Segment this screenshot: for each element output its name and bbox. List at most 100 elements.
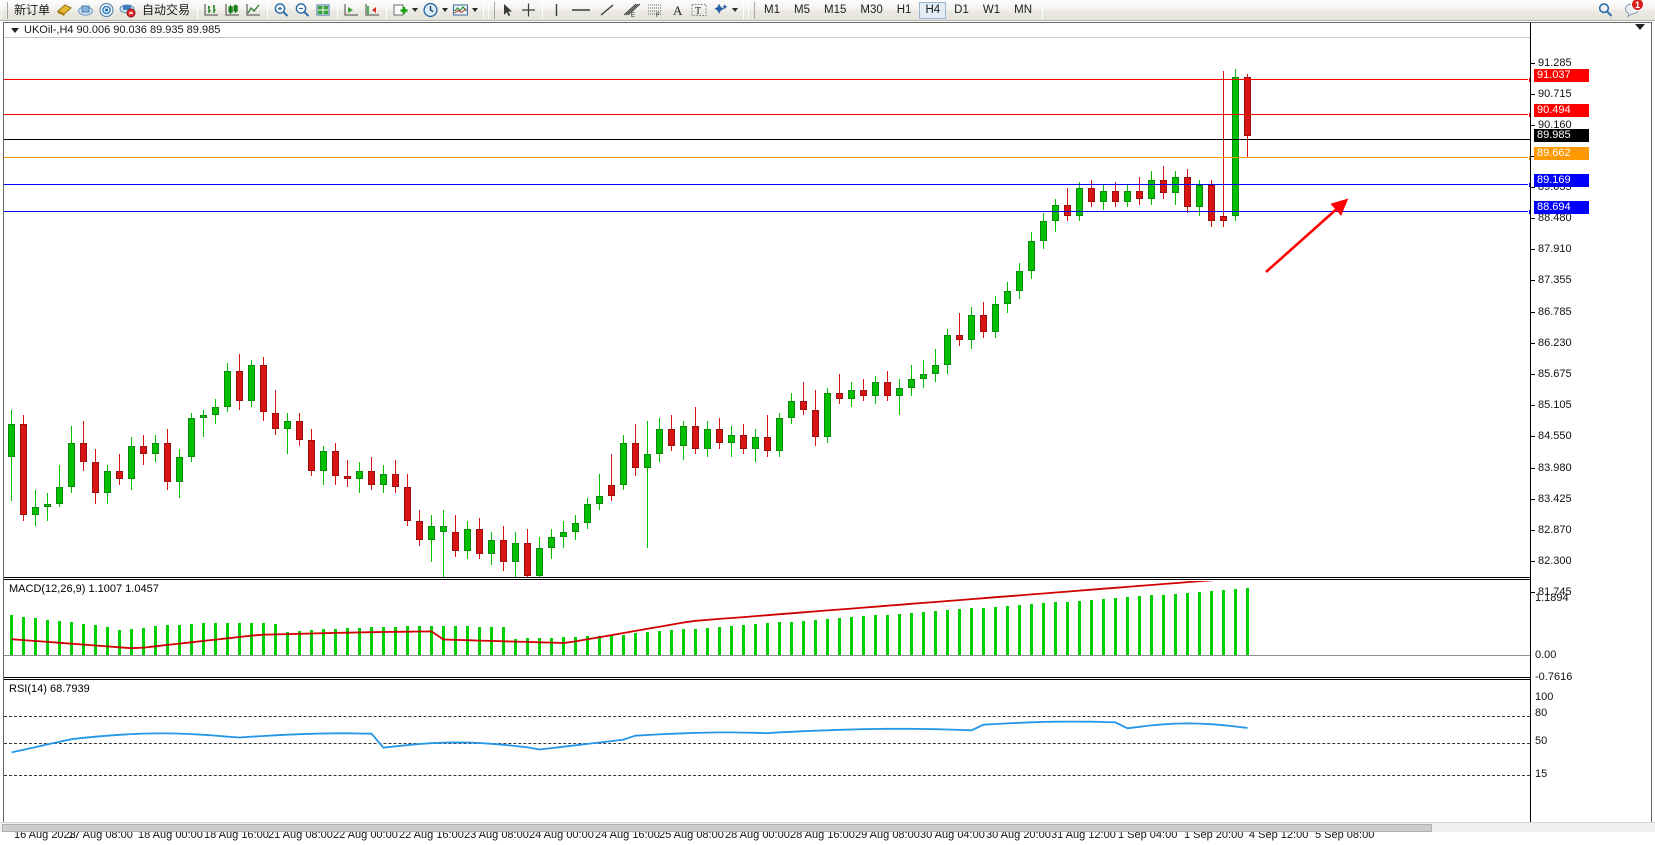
new-order-icon[interactable]: [54, 1, 75, 20]
candle-body: [920, 374, 927, 380]
candle-body: [440, 526, 447, 532]
candle-body: [236, 371, 243, 401]
candle-body: [560, 532, 567, 538]
autotrading-label[interactable]: 自动交易: [138, 1, 194, 20]
line-chart-icon[interactable]: [243, 1, 264, 20]
chart-menu-triangle-icon[interactable]: [11, 28, 19, 33]
shift-end-icon[interactable]: [341, 1, 362, 20]
templates-dropdown-arrow[interactable]: [472, 8, 478, 12]
timeframe-m1[interactable]: M1: [758, 2, 786, 19]
cursor-icon[interactable]: [497, 1, 518, 20]
fibonacci-icon[interactable]: F: [643, 1, 667, 20]
add-indicator-icon[interactable]: [390, 1, 411, 20]
zoom-in-icon[interactable]: [271, 1, 292, 20]
candle-body: [740, 435, 747, 449]
pane-separator-price-macd[interactable]: [4, 577, 1651, 580]
shapes-icon[interactable]: [710, 1, 731, 20]
bar-chart-icon[interactable]: [201, 1, 222, 20]
hline-89169[interactable]: [4, 184, 1530, 185]
price-pane[interactable]: [4, 23, 1530, 577]
macd-label: MACD(12,26,9) 1.1007 1.0457: [9, 583, 159, 595]
price-axis[interactable]: 91.28590.71590.16089.60589.03588.48087.9…: [1530, 23, 1651, 829]
toolbar-grip-2[interactable]: [488, 2, 495, 19]
candlestick-chart-icon[interactable]: [222, 1, 243, 20]
candle-body: [224, 371, 231, 407]
zoom-out-icon[interactable]: [292, 1, 313, 20]
candle-body: [968, 315, 975, 340]
horizontal-scrollbar[interactable]: [0, 822, 1655, 832]
templates-icon[interactable]: [450, 1, 471, 20]
add-indicator-dropdown-arrow[interactable]: [412, 8, 418, 12]
candle-body: [44, 504, 51, 507]
candle-body: [1196, 185, 1203, 207]
scrollbar-thumb[interactable]: [2, 824, 1432, 832]
period-clock-icon[interactable]: [420, 1, 441, 20]
elliott-wave-icon[interactable]: E: [619, 1, 643, 20]
hline-handle[interactable]: [1528, 182, 1530, 188]
rsi-pane[interactable]: RSI(14) 68.7939: [4, 681, 1530, 823]
candle-body: [1112, 191, 1119, 202]
timeframe-m30[interactable]: M30: [854, 2, 888, 19]
price-tick: 83.980: [1531, 463, 1572, 474]
hline-handle[interactable]: [1528, 209, 1530, 215]
candle-body: [32, 507, 39, 515]
auto-scroll-icon[interactable]: [362, 1, 383, 20]
candle-wick: [119, 454, 120, 484]
tile-windows-icon[interactable]: [313, 1, 334, 20]
price-tick: 86.785: [1531, 307, 1572, 318]
timeframe-m5[interactable]: M5: [788, 2, 816, 19]
hline-icon[interactable]: [567, 1, 595, 20]
cloud-icon[interactable]: [75, 1, 96, 20]
trendline-icon[interactable]: [595, 1, 619, 20]
candle-body: [260, 365, 267, 412]
candle-wick: [839, 374, 840, 404]
chart-window[interactable]: UKOil-,H4 90.006 90.036 89.935 89.985 MA…: [3, 22, 1652, 828]
signal-icon[interactable]: [96, 1, 117, 20]
candle-body: [512, 543, 519, 562]
candle-wick: [803, 382, 804, 415]
timeframe-mn[interactable]: MN: [1008, 2, 1038, 19]
svg-text:T: T: [695, 6, 701, 17]
hline-handle[interactable]: [1528, 112, 1530, 118]
timeframe-d1[interactable]: D1: [948, 2, 975, 19]
hline-handle[interactable]: [1528, 77, 1530, 83]
toolbar-grip-3[interactable]: [748, 2, 755, 19]
chart-collapse-arrow-icon[interactable]: [1635, 24, 1645, 30]
text-object-icon[interactable]: T: [688, 1, 710, 20]
vline-icon[interactable]: [546, 1, 567, 20]
candle-body: [1088, 188, 1095, 202]
macd-pane[interactable]: MACD(12,26,9) 1.1007 1.0457: [4, 581, 1530, 677]
hline-91037[interactable]: [4, 79, 1530, 80]
candle-body: [332, 451, 339, 476]
toolbar-spacer: [1046, 10, 1595, 11]
main-toolbar: 新订单 自动交易: [0, 0, 1655, 21]
shapes-dropdown-arrow[interactable]: [732, 8, 738, 12]
timeframe-h1[interactable]: H1: [891, 2, 918, 19]
price-tick: 91.285: [1531, 58, 1572, 69]
toolbar-separator-1: [197, 2, 198, 19]
candle-body: [296, 421, 303, 440]
candle-body: [452, 532, 459, 551]
new-order-button[interactable]: 新订单: [10, 1, 54, 20]
period-dropdown-arrow[interactable]: [442, 8, 448, 12]
indicator-tick: 1.1894: [1535, 593, 1569, 604]
autotrading-icon[interactable]: [117, 1, 138, 20]
timeframe-m15[interactable]: M15: [818, 2, 852, 19]
candle-body: [176, 457, 183, 482]
hline-89662[interactable]: [4, 157, 1530, 158]
toolbar-grip-1[interactable]: [1, 2, 8, 19]
hline-88694[interactable]: [4, 211, 1530, 212]
hline-current-price[interactable]: [4, 139, 1530, 140]
indicator-tick: 80: [1535, 708, 1547, 719]
search-icon[interactable]: [1595, 1, 1616, 20]
chart-root: UKOil-,H4 90.006 90.036 89.935 89.985 MA…: [0, 21, 1655, 832]
timeframe-h4[interactable]: H4: [919, 2, 946, 19]
hline-90494[interactable]: [4, 114, 1530, 115]
crosshair-icon[interactable]: [518, 1, 539, 20]
text-label-icon[interactable]: A: [667, 1, 688, 20]
hline-handle[interactable]: [1528, 155, 1530, 161]
candle-body: [20, 424, 27, 515]
timeframe-w1[interactable]: W1: [977, 2, 1006, 19]
pane-separator-macd-rsi[interactable]: [4, 677, 1651, 680]
notifications-icon[interactable]: 1: [1622, 1, 1645, 20]
